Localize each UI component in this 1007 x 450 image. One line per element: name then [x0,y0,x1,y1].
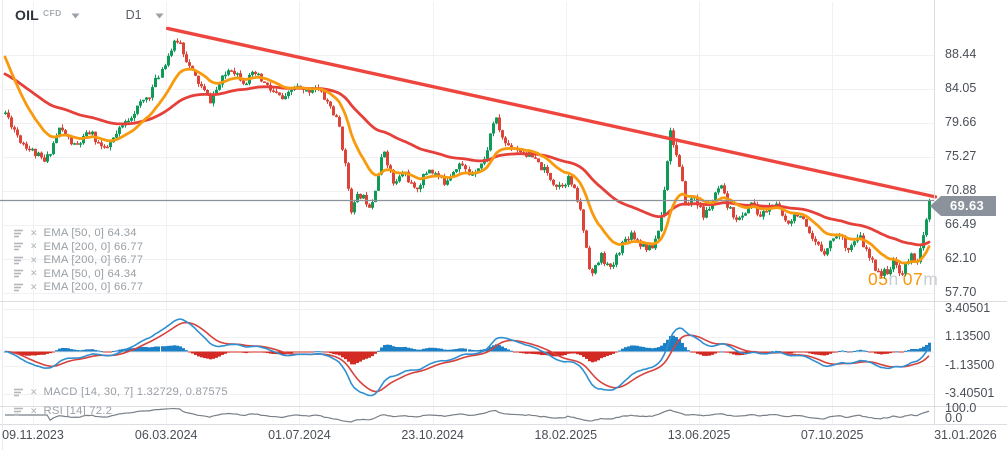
indicator-remove-icon[interactable]: ✕ [30,268,38,278]
chart-header: OIL CFD D1 [15,5,164,25]
indicator-remove-icon[interactable]: ✕ [30,405,38,416]
indicator-settings-icon[interactable] [14,388,25,397]
indicator-settings-icon[interactable] [14,283,25,292]
indicator-settings-icon[interactable] [14,256,25,265]
ema-indicator-row: ✕ EMA [200, 0] 66.77 [14,240,143,253]
indicator-remove-icon[interactable]: ✕ [30,254,38,265]
indicator-settings-icon[interactable] [14,229,25,238]
ema-indicator-label: EMA [200, 0] 66.77 [43,254,144,266]
indicator-remove-icon[interactable]: ✕ [30,386,38,397]
rsi-indicator-row: ✕ RSI [14] 72.2 [14,405,112,418]
ema-indicator-row: ✕ EMA [200, 0] 66.77 [14,281,143,294]
instrument-type-label: CFD [42,8,62,18]
macd-indicator-label: MACD [14, 30, 7] 1.32729, 0.87575 [43,386,228,398]
ema-indicator-label: EMA [50, 0] 64.34 [43,267,137,280]
indicator-settings-icon[interactable] [14,242,25,251]
current-price-badge: 69.63 [930,196,996,216]
timeframe-dropdown-caret-icon[interactable] [155,6,164,24]
indicator-remove-icon[interactable]: ✕ [30,227,38,238]
timeframe-selector[interactable]: D1 [125,8,142,22]
current-price-value: 69.63 [949,198,985,213]
rsi-indicator-label: RSI [14] 72.2 [43,405,113,417]
ema-indicator-row: ✕ EMA [200, 0] 66.77 [14,254,143,267]
symbol-name[interactable]: OIL [15,7,39,23]
indicator-settings-icon[interactable] [14,407,25,416]
indicator-settings-icon[interactable] [14,269,25,278]
indicator-remove-icon[interactable]: ✕ [30,241,38,251]
ema-indicator-row: ✕ EMA [50, 0] 64.34 [14,267,137,280]
ema-indicator-row: ✕ EMA [50, 0] 64.34 [14,227,137,240]
ema-indicator-label: EMA [50, 0] 64.34 [43,227,137,239]
ema-indicator-label: EMA [200, 0] 66.77 [43,281,144,293]
ema-indicator-label: EMA [200, 0] 66.77 [43,240,144,253]
indicator-remove-icon[interactable]: ✕ [30,281,38,292]
symbol-dropdown-caret-icon[interactable] [71,6,80,24]
macd-indicator-row: ✕ MACD [14, 30, 7] 1.32729, 0.87575 [14,386,228,399]
